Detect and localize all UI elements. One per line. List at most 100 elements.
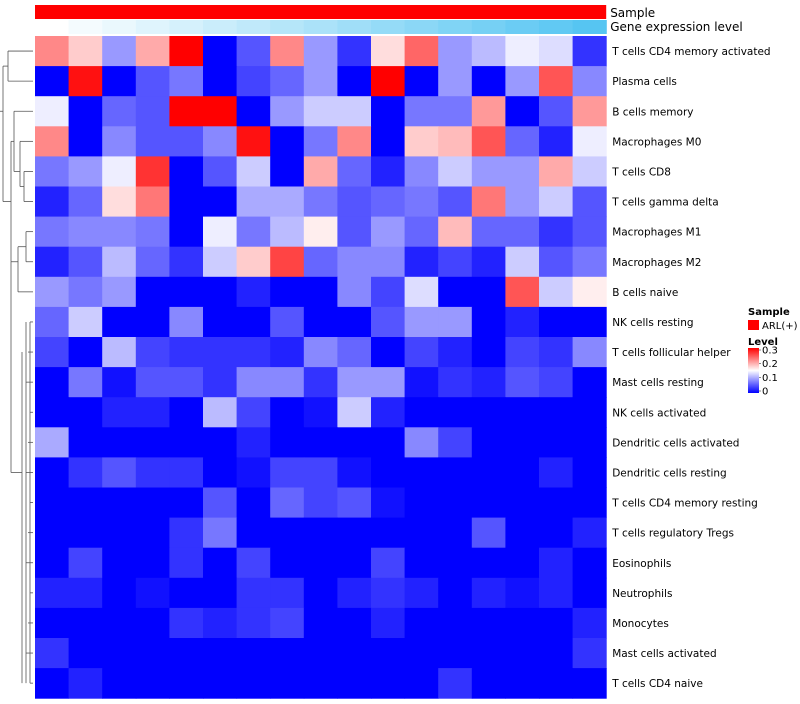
heatmap-cell [303,156,338,187]
heatmap-cell [270,96,305,127]
heatmap-cell [371,96,406,127]
heatmap-cell [404,246,439,278]
heatmap-cell [270,276,305,308]
heatmap-cell [572,156,607,187]
heatmap-cell [102,638,137,669]
heatmap-cell [169,216,204,248]
heatmap-cell [471,367,506,398]
heatmap-cell [371,668,406,699]
heatmap-cell [471,607,506,639]
heatmap-cell [102,96,137,127]
heatmap-cell [572,427,607,458]
heatmap-cell [68,186,103,218]
heatmap-cell [404,367,439,398]
row-dendrogram [0,50,33,684]
heatmap-cell [135,186,170,218]
heatmap-cell [404,457,439,488]
heatmap-cell [371,487,406,519]
heatmap-cell [539,126,574,157]
heatmap-cell [203,607,238,639]
heatmap-cell [337,607,372,639]
heatmap-cell [539,337,574,368]
heatmap-cell [337,337,372,368]
heatmap-cell [337,427,372,458]
gene-expression-annotation-cell [35,20,70,34]
heatmap-cell [303,668,338,699]
heatmap-cell [337,397,372,428]
heatmap-cell [404,668,439,699]
heatmap-cell [169,638,204,669]
heatmap-cell [505,517,540,549]
heatmap-cell [539,36,574,67]
heatmap-cell [203,638,238,669]
heatmap-cell [371,306,406,338]
heatmap-cell [68,246,103,278]
heatmap-cell [404,547,439,579]
heatmap-cell [572,337,607,368]
heatmap-cell [303,577,338,609]
heatmap-cell [102,246,137,278]
heatmap-cell [371,397,406,428]
heatmap-cell [404,156,439,187]
row-label: NK cells activated [612,407,706,419]
heatmap-cell [572,367,607,398]
heatmap-cell [203,457,238,488]
heatmap-cell [270,367,305,398]
heatmap-cell [169,577,204,609]
heatmap-cell [505,577,540,609]
heatmap-cell [303,36,338,67]
heatmap-cell [102,306,137,338]
heatmap-cell [337,186,372,218]
heatmap-cell [102,547,137,579]
heatmap-cell [68,487,103,519]
heatmap-cell [371,607,406,639]
heatmap-cell [505,36,540,67]
heatmap-cell [169,276,204,308]
heatmap-cell [203,517,238,549]
heatmap-cell [438,337,473,368]
heatmap-cell [337,577,372,609]
heatmap-cell [270,126,305,157]
heatmap-cell [505,397,540,428]
heatmap-cell [404,577,439,609]
gene-expression-annotation-cell [68,20,103,34]
heatmap-cell [169,397,204,428]
heatmap-cell [505,156,540,187]
heatmap-cell [337,246,372,278]
heatmap-cell [203,306,238,338]
heatmap-cell [135,668,170,699]
heatmap-cell [270,547,305,579]
heatmap-cell [203,337,238,368]
legend-level-tick-label: 0.2 [762,359,778,370]
gene-expression-annotation-cell [404,20,439,34]
heatmap-cell [539,638,574,669]
heatmap-cell [35,216,70,248]
heatmap-cell [236,487,271,519]
gene-expression-annotation-cell [102,20,137,34]
heatmap-cell [371,337,406,368]
row-label: Mast cells activated [612,648,716,660]
heatmap-cell [471,577,506,609]
heatmap-cell [135,337,170,368]
heatmap-cell [471,457,506,488]
heatmap-cell [203,186,238,218]
heatmap-cell [35,547,70,579]
heatmap-cell [169,156,204,187]
heatmap-cell [270,487,305,519]
heatmap-cell [270,156,305,187]
heatmap-cell [572,457,607,488]
heatmap-cell [203,246,238,278]
heatmap-cell [438,66,473,97]
row-label: T cells gamma delta [611,197,719,209]
row-label: B cells naive [612,287,678,299]
heatmap-cell [135,36,170,67]
heatmap-cell [169,36,204,67]
heatmap-cell [438,246,473,278]
heatmap-cell [35,306,70,338]
heatmap-cell [438,487,473,519]
heatmap-cell [471,517,506,549]
heatmap-cell [572,607,607,639]
heatmap-cell [135,638,170,669]
heatmap-cell [35,517,70,549]
heatmap-cell [438,36,473,67]
